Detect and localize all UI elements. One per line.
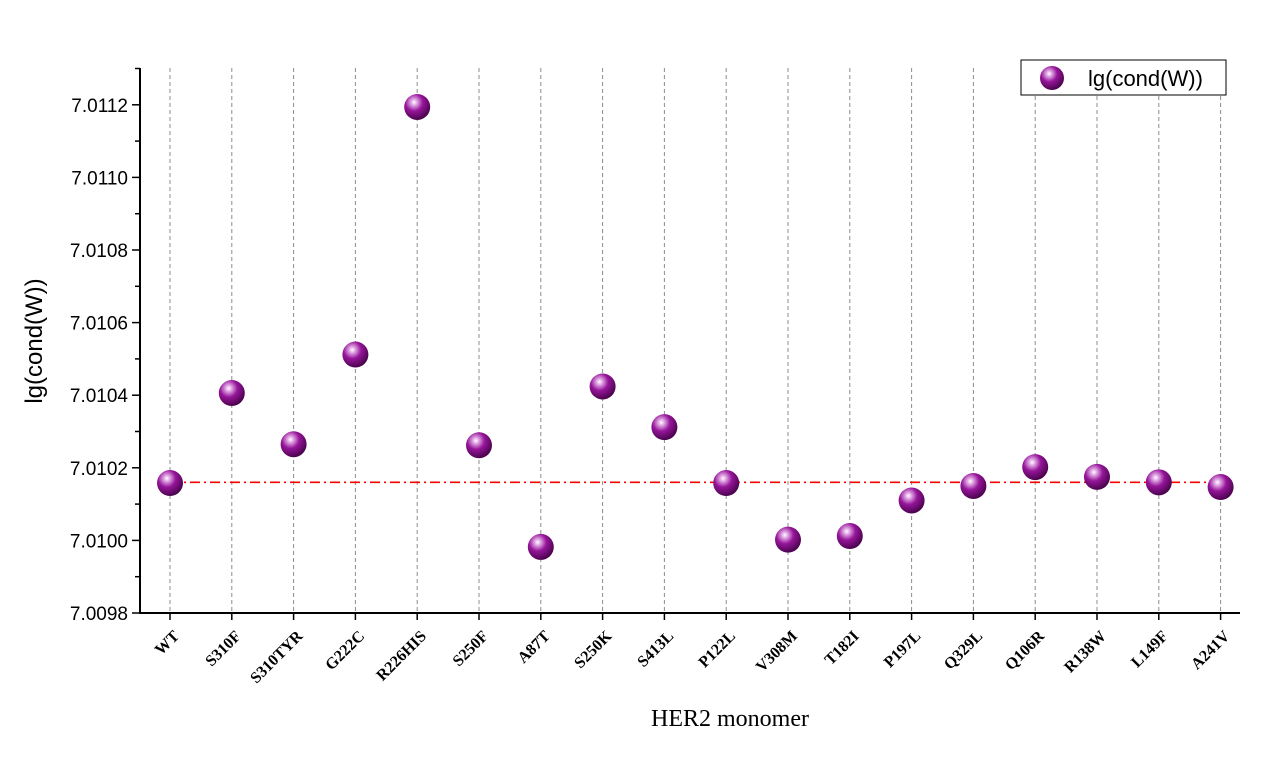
- y-tick-label: 7.0100: [70, 531, 128, 552]
- y-tick-label: 7.0110: [71, 168, 128, 189]
- data-point: [775, 526, 801, 553]
- legend: lg(cond(W)): [1020, 59, 1227, 96]
- y-tick-label: 7.0104: [70, 386, 129, 407]
- x-tick-label: V308M: [753, 628, 801, 676]
- y-tick-label: 7.0108: [70, 241, 128, 262]
- data-point: [1145, 469, 1172, 496]
- x-tick-label: R138W: [1061, 628, 1109, 676]
- y-tick-label: 7.0106: [70, 314, 128, 335]
- data-point: [280, 431, 307, 458]
- x-tick-label: S413L: [634, 628, 677, 671]
- data-point: [157, 470, 183, 497]
- x-tick-label: S250K: [571, 627, 615, 671]
- data-point: [342, 341, 369, 368]
- y-axis-title: lg(cond(W)): [21, 278, 48, 403]
- data-point: [651, 414, 678, 441]
- legend-marker: [1040, 66, 1064, 90]
- x-tick-label: T182I: [822, 628, 863, 669]
- data-point: [1207, 474, 1234, 501]
- data-point: [466, 432, 492, 459]
- x-tick-label: Q329L: [941, 628, 986, 673]
- x-tick-label: L149F: [1128, 628, 1172, 672]
- y-tick-label: 7.0098: [70, 604, 128, 625]
- data-point: [713, 470, 740, 497]
- x-tick-label: Q106R: [1002, 627, 1048, 673]
- x-tick-label: WT: [152, 628, 183, 659]
- y-tick-label: 7.0102: [70, 459, 128, 480]
- y-tick-label: 7.0112: [71, 96, 128, 117]
- x-tick-label: A241V: [1188, 627, 1234, 673]
- data-point: [589, 373, 616, 400]
- x-tick-label: P197L: [881, 628, 924, 671]
- data-point: [1084, 463, 1110, 490]
- data-point: [1022, 454, 1049, 481]
- x-axis-title: HER2 monomer: [651, 706, 809, 732]
- data-point: [404, 93, 431, 120]
- data-point: [218, 380, 245, 407]
- grid-lines: [169, 68, 1222, 613]
- data-point: [960, 472, 987, 499]
- data-point: [836, 523, 863, 550]
- data-point: [527, 533, 554, 560]
- x-tick-label: S310F: [202, 628, 244, 670]
- x-tick-label: S250F: [450, 628, 492, 670]
- x-tick-label: A87T: [515, 628, 554, 667]
- x-tick-label: R226HIS: [373, 628, 430, 685]
- x-tick-label: P122L: [696, 628, 739, 671]
- x-tick-label: G222C: [322, 628, 368, 674]
- data-point: [898, 487, 925, 514]
- legend-label: lg(cond(W)): [1088, 66, 1203, 91]
- axes: [132, 67, 1240, 620]
- x-tick-label: S310TYR: [247, 627, 306, 686]
- data-points: [157, 93, 1234, 560]
